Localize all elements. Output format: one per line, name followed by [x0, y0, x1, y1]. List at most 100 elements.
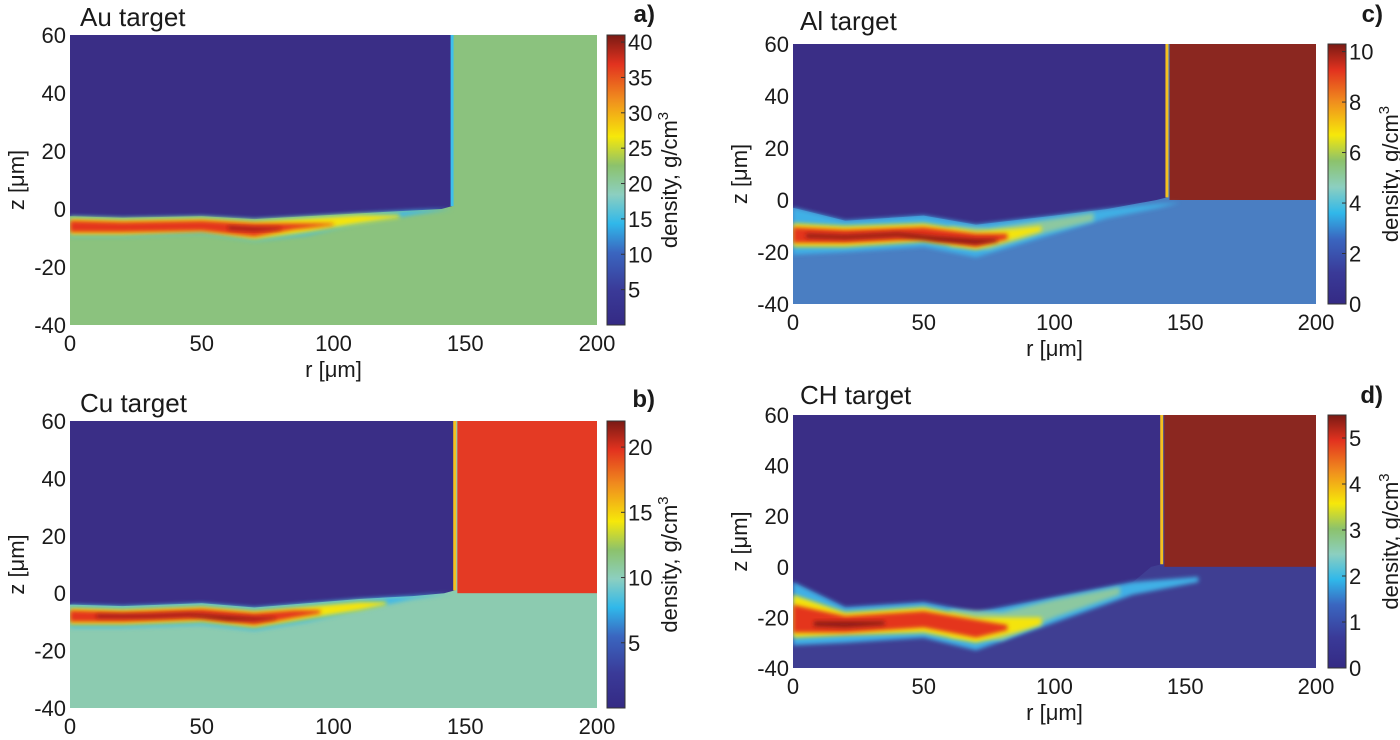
- x-tick-label: 0: [64, 714, 76, 739]
- y-tick-label: -20: [757, 240, 789, 265]
- heatmap: [793, 415, 1316, 668]
- colorbar: [1327, 414, 1347, 669]
- colorbar-tick-label: 4: [1349, 191, 1361, 216]
- solid-region: [457, 421, 597, 594]
- panel-title: Cu target: [80, 388, 188, 418]
- panel-label: a): [634, 1, 655, 28]
- colorbar-tick-label: 2: [1349, 242, 1361, 267]
- colorbar-label-superscript: 3: [1376, 106, 1393, 114]
- panel-title: Al target: [800, 6, 898, 36]
- colorbar-tick-label: 10: [1349, 40, 1373, 65]
- colorbar-tick-label: 10: [628, 242, 652, 267]
- y-tick-label: 40: [765, 454, 789, 479]
- y-tick-label: 40: [42, 466, 66, 491]
- y-tick-label: 40: [42, 81, 66, 106]
- y-tick-label: 0: [54, 581, 66, 606]
- y-tick-label: 60: [765, 403, 789, 428]
- colorbar-tick-label: 0: [1349, 292, 1361, 317]
- density-band-2: [70, 220, 334, 237]
- colorbar-label-superscript: 3: [1376, 473, 1393, 481]
- y-axis-label: z [μm]: [4, 534, 29, 594]
- x-tick-label: 150: [1167, 674, 1204, 699]
- y-tick-label: 60: [42, 23, 66, 48]
- x-axis-label: r [μm]: [305, 357, 362, 382]
- x-tick-label: 150: [447, 714, 484, 739]
- vacuum-region: [793, 44, 1167, 225]
- colorbar-tick-label: 3: [1349, 518, 1361, 543]
- y-tick-label: 20: [42, 139, 66, 164]
- solid-region: [1164, 415, 1316, 567]
- x-tick-label: 100: [1036, 674, 1073, 699]
- y-axis-label: z [μm]: [727, 511, 752, 571]
- y-tick-label: -20: [757, 605, 789, 630]
- x-tick-label: 150: [447, 331, 484, 356]
- vacuum-region: [793, 415, 1162, 613]
- panel-label: c): [1362, 1, 1383, 28]
- y-tick-label: 20: [42, 524, 66, 549]
- y-tick-label: 0: [777, 188, 789, 213]
- colorbar-tick-label: 8: [1349, 90, 1361, 115]
- x-axis-label: r [μm]: [1026, 700, 1083, 725]
- colorbar-tick-label: 15: [628, 207, 652, 232]
- y-tick-label: -40: [757, 656, 789, 681]
- x-tick-label: 0: [787, 310, 799, 335]
- colorbar-tick-label: 5: [628, 631, 640, 656]
- colorbar: [606, 34, 626, 326]
- vacuum-region: [70, 421, 455, 608]
- colorbar-tick-label: 5: [1349, 426, 1361, 451]
- colorbar-label: density, g/cm3: [655, 496, 682, 632]
- x-tick-label: 50: [912, 310, 936, 335]
- colorbar-tick-label: 4: [1349, 472, 1361, 497]
- density-band-4: [806, 232, 997, 245]
- y-tick-label: -20: [34, 639, 66, 664]
- colorbar-label: density, g/cm3: [1376, 106, 1400, 242]
- colorbar-tick-label: 30: [628, 101, 652, 126]
- colorbar-tick-label: 20: [628, 435, 652, 460]
- colorbar-tick-label: 0: [1349, 656, 1361, 681]
- colorbar-tick-label: 5: [628, 278, 640, 303]
- x-axis-label: r [μm]: [1026, 336, 1083, 361]
- density-band-3: [793, 604, 1008, 638]
- x-tick-label: 200: [579, 714, 616, 739]
- y-tick-label: -40: [757, 292, 789, 317]
- y-tick-label: -20: [34, 255, 66, 280]
- colorbar-tick-label: 35: [628, 65, 652, 90]
- colorbar-label-text: density, g/cm: [657, 120, 682, 248]
- colorbar-label: density, g/cm3: [655, 112, 682, 248]
- y-tick-label: 60: [42, 409, 66, 434]
- colorbar-tick-label: 10: [628, 566, 652, 591]
- density-band-4: [813, 621, 885, 628]
- y-axis-label: z [μm]: [727, 144, 752, 204]
- solid-region: [454, 35, 597, 209]
- y-tick-label: 0: [54, 197, 66, 222]
- x-tick-label: 100: [1036, 310, 1073, 335]
- x-tick-label: 50: [190, 714, 214, 739]
- colorbar-label: density, g/cm3: [1376, 473, 1400, 609]
- colorbar-tick-label: 15: [628, 500, 652, 525]
- heatmap: [70, 35, 597, 325]
- x-tick-label: 100: [315, 714, 352, 739]
- y-tick-label: -40: [34, 313, 66, 338]
- colorbar-tick-label: 25: [628, 136, 652, 161]
- y-tick-label: -40: [34, 696, 66, 721]
- x-tick-label: 200: [1298, 674, 1335, 699]
- colorbar: [1327, 43, 1347, 305]
- colorbar-tick-label: 2: [1349, 564, 1361, 589]
- colorbar-tick-label: 20: [628, 172, 652, 197]
- colorbar-label-superscript: 3: [655, 112, 672, 120]
- panel-label: b): [632, 386, 655, 413]
- y-tick-label: 60: [765, 32, 789, 57]
- y-tick-label: 20: [765, 136, 789, 161]
- y-axis-label: z [μm]: [4, 150, 29, 210]
- heatmap: [793, 44, 1316, 304]
- colorbar-label-superscript: 3: [655, 496, 672, 504]
- x-tick-label: 0: [787, 674, 799, 699]
- panel-title: Au target: [80, 2, 186, 32]
- x-tick-label: 50: [912, 674, 936, 699]
- y-tick-label: 40: [765, 84, 789, 109]
